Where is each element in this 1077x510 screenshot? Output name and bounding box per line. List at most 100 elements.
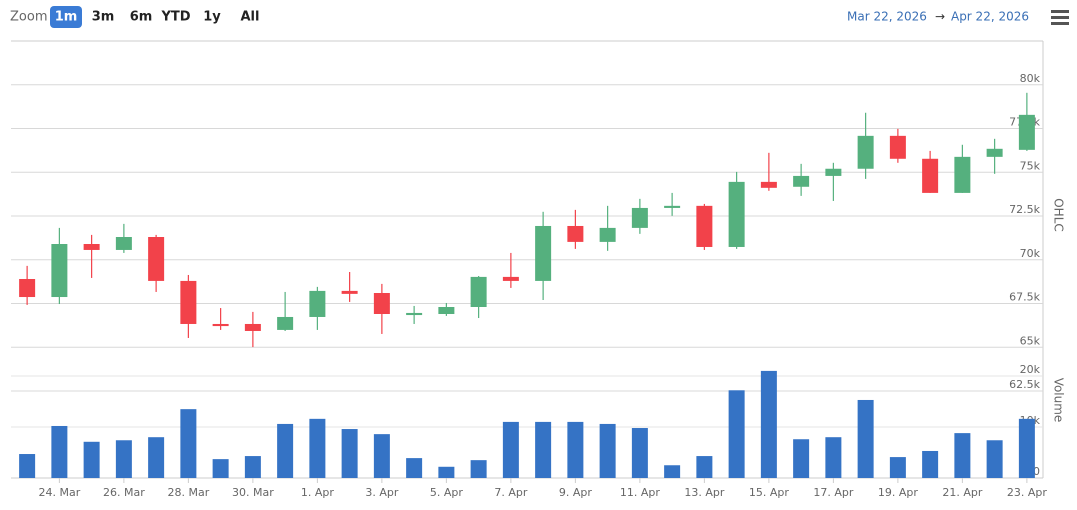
- y-axis-title: OHLC: [1052, 198, 1066, 232]
- candle-body: [51, 244, 68, 298]
- x-tick-label: 19. Apr: [878, 486, 918, 499]
- candle-body: [664, 205, 681, 208]
- y-tick-label: 65k: [1020, 334, 1041, 347]
- zoom-button[interactable]: 1y: [203, 10, 221, 25]
- volume-bar: [1018, 418, 1035, 478]
- volume-bar: [535, 421, 552, 478]
- x-tick-label: 15. Apr: [749, 486, 789, 499]
- zoom-button[interactable]: YTD: [160, 10, 190, 25]
- volume-bar: [406, 458, 423, 478]
- volume-bar: [148, 437, 165, 478]
- zoom-button[interactable]: 6m: [130, 10, 153, 25]
- zoom-button[interactable]: 1m: [55, 10, 78, 25]
- volume-bar: [309, 418, 326, 478]
- y-tick-label: 67.5k: [1009, 291, 1040, 304]
- candle-body: [793, 175, 810, 187]
- menu-bar: [1051, 22, 1069, 25]
- y-tick-label: 62.5k: [1009, 378, 1040, 391]
- candle-body: [277, 316, 294, 330]
- candle-body: [1018, 114, 1035, 150]
- x-tick-label: 30. Mar: [232, 486, 274, 499]
- candle-body: [825, 168, 842, 176]
- candle-body: [244, 323, 261, 331]
- volume-bar: [760, 370, 777, 478]
- zoom-button[interactable]: All: [241, 10, 260, 25]
- x-tick-label: 3. Apr: [365, 486, 398, 499]
- candle-body: [954, 156, 971, 193]
- x-tick-label: 13. Apr: [684, 486, 724, 499]
- candle-body: [631, 207, 648, 228]
- candle-body: [406, 312, 423, 316]
- candle-body: [438, 307, 455, 314]
- candle-body: [502, 276, 519, 281]
- volume-bar: [341, 429, 358, 478]
- candle-body: [889, 135, 906, 159]
- candle-body: [986, 148, 1003, 157]
- candle-body: [309, 290, 326, 317]
- x-tick-label: 28. Mar: [168, 486, 210, 499]
- volume-bar: [664, 465, 681, 478]
- zoom-button-bg: [50, 6, 82, 28]
- volume-bar: [212, 459, 229, 478]
- y2-tick-label: 20k: [1020, 363, 1041, 376]
- volume-bar: [728, 390, 745, 478]
- volume-bar: [502, 421, 519, 478]
- y-tick-label: 72.5k: [1009, 203, 1040, 216]
- candle-body: [212, 323, 229, 327]
- volume-bar: [115, 440, 132, 478]
- x-tick-label: 24. Mar: [39, 486, 81, 499]
- y-tick-label: 75k: [1020, 159, 1041, 172]
- x-tick-label: 7. Apr: [494, 486, 527, 499]
- x-tick-label: 5. Apr: [430, 486, 463, 499]
- volume-bar: [631, 428, 648, 478]
- volume-bar: [599, 423, 616, 478]
- x-tick-label: 9. Apr: [559, 486, 592, 499]
- candle-body: [696, 205, 713, 247]
- y2-tick-label: 0: [1033, 465, 1040, 478]
- date-from[interactable]: Mar 22, 2026: [847, 10, 927, 24]
- menu-bar: [1051, 16, 1069, 19]
- volume-bar: [857, 399, 874, 478]
- candle-body: [760, 181, 777, 188]
- x-tick-label: 17. Apr: [813, 486, 853, 499]
- volume-bar: [986, 440, 1003, 478]
- volume-bar: [373, 434, 390, 478]
- x-tick-label: 23. Apr: [1007, 486, 1047, 499]
- volume-bar: [793, 439, 810, 478]
- volume-bar: [825, 437, 842, 478]
- volume-bar: [954, 433, 971, 478]
- x-tick-label: 1. Apr: [301, 486, 334, 499]
- y-tick-label: 70k: [1020, 247, 1041, 260]
- volume-bar: [83, 441, 100, 478]
- volume-bar: [889, 457, 906, 478]
- x-tick-label: 11. Apr: [620, 486, 660, 499]
- volume-bar: [277, 423, 294, 478]
- date-to[interactable]: Apr 22, 2026: [951, 10, 1029, 24]
- candle-body: [148, 237, 165, 281]
- volume-bar: [180, 409, 197, 478]
- x-tick-label: 26. Mar: [103, 486, 145, 499]
- candle-body: [535, 225, 552, 281]
- volume-bar: [567, 421, 584, 478]
- menu-bar: [1051, 10, 1069, 13]
- y-tick-label: 80k: [1020, 72, 1041, 85]
- candle-body: [922, 158, 939, 193]
- volume-bar: [438, 466, 455, 478]
- candle-body: [83, 244, 100, 250]
- volume-bar: [19, 454, 36, 478]
- range-arrow: →: [935, 10, 945, 24]
- volume-bar: [51, 425, 68, 478]
- menu-button[interactable]: [1051, 10, 1069, 25]
- volume-bar: [922, 450, 939, 478]
- candle-body: [857, 135, 874, 169]
- x-tick-label: 21. Apr: [942, 486, 982, 499]
- candle-body: [180, 280, 197, 324]
- candle-body: [373, 293, 390, 314]
- zoom-button[interactable]: 3m: [92, 10, 115, 25]
- zoom-label: Zoom: [10, 10, 47, 25]
- candle-body: [567, 225, 584, 242]
- candle-body: [115, 237, 132, 250]
- candle-body: [19, 279, 36, 298]
